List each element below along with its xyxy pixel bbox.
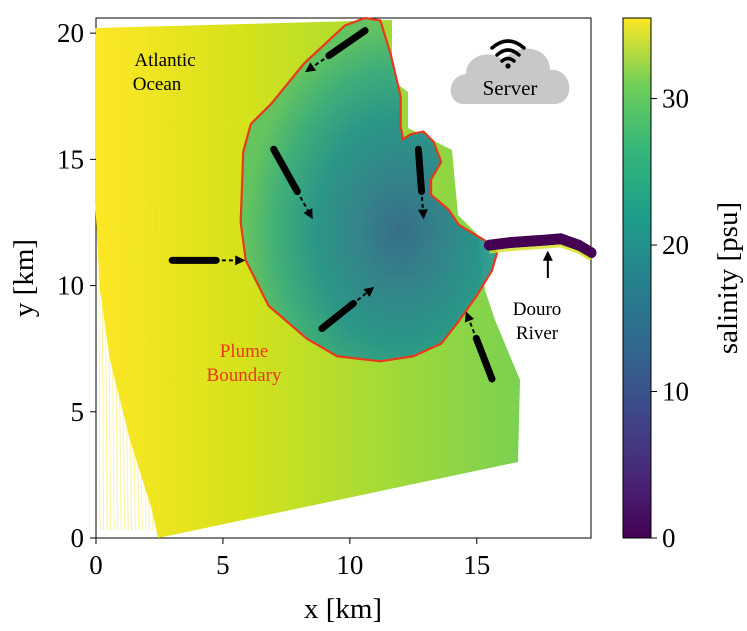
mesh-line [100, 30, 104, 531]
mesh-lines [97, 29, 161, 531]
mesh-line [118, 30, 126, 531]
mesh-line [103, 30, 108, 531]
x-tick-label: 15 [463, 550, 490, 580]
flow-arrow-body [270, 145, 301, 196]
mesh-line [112, 30, 119, 531]
y-axis-label: y [km] [8, 239, 40, 317]
river-label-line1: Douro [513, 299, 562, 320]
mesh-line [115, 30, 122, 531]
mesh-line [144, 31, 157, 531]
mesh-line [106, 30, 111, 531]
flow-arrow-body [472, 334, 496, 383]
mesh-line [147, 31, 161, 531]
y-tick-label: 15 [57, 144, 84, 174]
flow-arrow-head [299, 196, 313, 220]
flow-arrow-head [464, 311, 476, 334]
server-cloud-icon [450, 39, 570, 104]
flow-arrow-head [305, 58, 325, 73]
mesh-line [135, 31, 147, 531]
x-axis-ticks: 0 5 10 15 [89, 538, 490, 580]
river-label-line2: River [516, 323, 559, 344]
mesh-line [124, 31, 133, 531]
x-axis-label: x [km] [304, 593, 382, 625]
flow-arrows [168, 27, 553, 383]
y-tick-label: 0 [71, 523, 85, 553]
x-tick-label: 0 [89, 550, 103, 580]
x-tick-label: 10 [336, 550, 363, 580]
plume-label-line2: Boundary [207, 365, 282, 386]
mesh-line [132, 31, 143, 531]
ocean-label-line2: Ocean [133, 74, 182, 95]
plume-fill [240, 18, 498, 362]
y-tick-label: 20 [57, 18, 84, 48]
mesh-line [109, 30, 115, 531]
x-tick-label: 5 [216, 550, 230, 580]
flow-arrow-head [356, 286, 375, 301]
wifi-dot [505, 63, 511, 69]
y-tick-label: 10 [57, 271, 84, 301]
colorbar-ticks: 0 10 20 30 [651, 84, 689, 553]
y-axis-ticks: 0 5 10 15 20 [57, 18, 96, 553]
mesh-line [97, 29, 101, 531]
flow-arrow-body [325, 27, 369, 60]
flow-arrow-head [417, 196, 428, 220]
mesh-line [141, 31, 154, 531]
colorbar-tick-label: 10 [662, 377, 689, 407]
y-tick-label: 5 [71, 397, 85, 427]
colorbar-tick-label: 0 [662, 523, 676, 553]
ocean-label-line1: Atlantic [134, 50, 195, 71]
colorbar-tick-label: 20 [662, 230, 689, 260]
plume-label-line1: Plume [220, 341, 269, 362]
plume-boundary-line [239, 16, 499, 363]
flow-arrow-body [318, 299, 357, 332]
wifi-icon [490, 39, 526, 63]
colorbar [622, 17, 652, 539]
mesh-line [138, 31, 150, 531]
colorbar-tick-label: 30 [662, 84, 689, 114]
douro-river [483, 233, 597, 259]
mesh-line [127, 31, 136, 531]
flow-arrow-body [414, 145, 426, 196]
colorbar-label: salinity [psu] [712, 202, 744, 354]
server-label: Server [483, 76, 538, 100]
river-edge [489, 244, 592, 262]
mesh-line [129, 31, 140, 531]
mesh-line [121, 30, 129, 531]
